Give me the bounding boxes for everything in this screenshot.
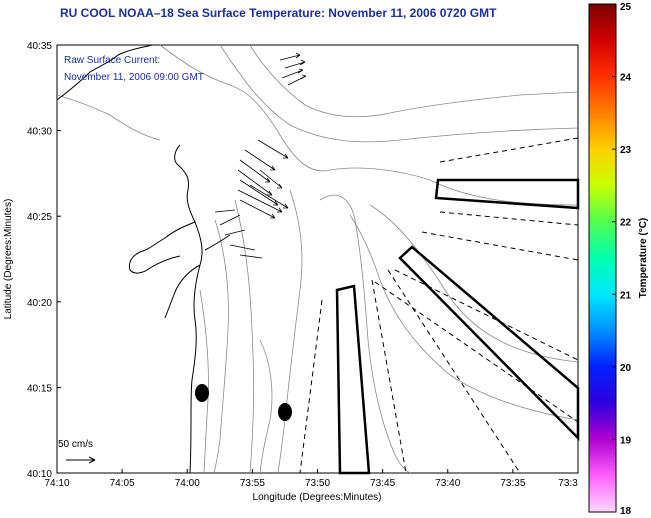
radar-box [335,284,371,475]
contour-line [56,94,161,141]
current-vector [259,169,283,189]
y-tick-label: 40:20 [27,298,52,309]
current-vector [287,74,307,86]
y-axis-label: Latitude (Degrees:Minutes) [3,199,14,320]
bathymetry-contours [56,44,579,474]
colorbar [588,3,617,513]
current-vector [239,159,271,183]
colorbar-tick-label: 18 [620,506,632,517]
y-tick-label: 40:35 [27,41,52,52]
colorbar-tick-label: 22 [620,218,632,229]
x-tick-label: 74:10 [44,478,69,489]
coast-segment [129,221,196,274]
radar-box [398,245,580,442]
contour-line [277,189,303,474]
current-vector [239,199,276,219]
current-vector [224,229,246,236]
colorbar-tick-label: 21 [620,290,632,301]
current-vector [281,68,304,79]
current-vector [284,59,306,69]
x-tick-label: 73:3 [558,478,578,489]
colorbar-tick-label: 25 [620,2,632,13]
coast-segment [56,44,153,101]
current-vector [214,209,236,213]
legend-line-1: Raw Surface Current: [64,55,160,66]
current-vector [239,254,263,259]
radial-line [299,299,323,474]
contour-line [159,44,579,206]
current-vector [219,214,241,226]
colorbar-tick-label: 24 [620,73,632,84]
radial-line [387,269,521,474]
colorbar-tick-label: 19 [620,435,632,446]
station-marker [278,403,292,421]
contour-line [199,289,209,474]
x-tick-label: 73:45 [370,478,395,489]
colorbar-label: Temperature (°C) [638,218,649,299]
y-tick-label: 40:25 [27,212,52,223]
coast-segment [164,264,201,319]
colorbar-tick-label: 20 [620,363,632,374]
y-tick-label: 40:30 [27,127,52,138]
contour-line [213,219,229,474]
y-tick-label: 40:10 [27,469,52,480]
legend-line-2: November 11, 2006 09:00 GMT [64,72,204,83]
radial-line [394,269,579,361]
x-axis-label: Longitude (Degrees:Minutes) [253,492,382,503]
colorbar-ticks: 25 24 23 22 21 20 19 18 [612,2,632,517]
current-vector [249,184,289,209]
x-tick-label: 73:55 [240,478,265,489]
x-tick-label: 73:50 [305,478,330,489]
contour-line [319,194,411,474]
current-vector [239,179,279,206]
x-tick-label: 74:05 [110,478,135,489]
plot-frame [56,44,579,474]
figure-title: RU COOL NOAA–18 Sea Surface Temperature:… [60,6,497,20]
coast-segment [204,234,231,251]
radial-line [371,279,407,474]
contour-line [234,199,255,474]
contour-line [219,44,579,143]
x-axis-ticks: 74:10 74:05 74:00 73:55 73:50 73:45 73:40 73:35… [44,469,579,489]
current-vector [279,52,301,61]
current-vectors [214,52,307,259]
x-tick-label: 73:40 [435,478,460,489]
current-vector [237,169,273,196]
contour-line [259,339,273,474]
radar-radials [299,137,579,474]
current-vector [244,149,276,171]
y-tick-label: 40:15 [27,383,52,394]
radar-box [434,178,580,210]
y-axis-ticks: 40:35 40:30 40:25 40:20 40:15 40:10 [27,41,61,480]
current-vector [229,244,256,251]
contour-line [349,214,579,421]
colorbar-tick-label: 23 [620,145,632,156]
scale-arrow [66,456,96,464]
coast-segment [174,144,203,474]
current-vector [237,189,283,213]
scale-label: 50 cm/s [58,439,93,450]
station-marker [195,384,209,402]
x-tick-label: 73:35 [500,478,525,489]
current-vector [257,139,289,159]
radar-boxes [335,178,580,475]
contour-line [369,204,579,363]
x-tick-label: 74:00 [175,478,200,489]
contour-line [249,44,579,118]
coastline [56,44,231,474]
